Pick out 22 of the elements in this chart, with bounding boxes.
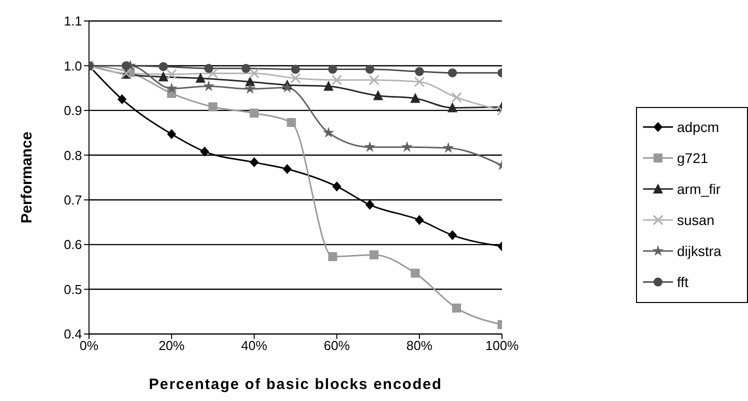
y-axis-title: Performance: [18, 132, 36, 224]
y-tick-label: 0.4: [64, 326, 82, 342]
x-tick-label: 0%: [80, 338, 99, 354]
y-tick-label: 0.7: [64, 192, 82, 208]
x-tick-label: 20%: [158, 338, 186, 354]
y-tick-label: 0.5: [64, 282, 82, 297]
legend-label: g721: [677, 150, 708, 166]
legend-label: arm_fir: [677, 181, 721, 197]
legend-label: adpcm: [677, 119, 720, 135]
x-axis-title: Percentage of basic blocks encoded: [148, 376, 442, 393]
y-tick-label: 0.9: [64, 103, 82, 118]
y-tick-label: 0.6: [64, 237, 82, 252]
y-tick-label: 1.1: [64, 14, 82, 29]
legend-label: susan: [677, 212, 714, 228]
legend-label: fft: [677, 274, 688, 290]
y-tick-label: 1.0: [64, 58, 82, 74]
x-tick-label: 100%: [485, 338, 520, 354]
legend-label: dijkstra: [677, 243, 722, 259]
x-tick-label: 40%: [241, 338, 268, 354]
y-tick-label: 0.8: [64, 148, 82, 163]
x-tick-label: 60%: [324, 338, 350, 354]
x-tick-label: 80%: [406, 338, 433, 354]
